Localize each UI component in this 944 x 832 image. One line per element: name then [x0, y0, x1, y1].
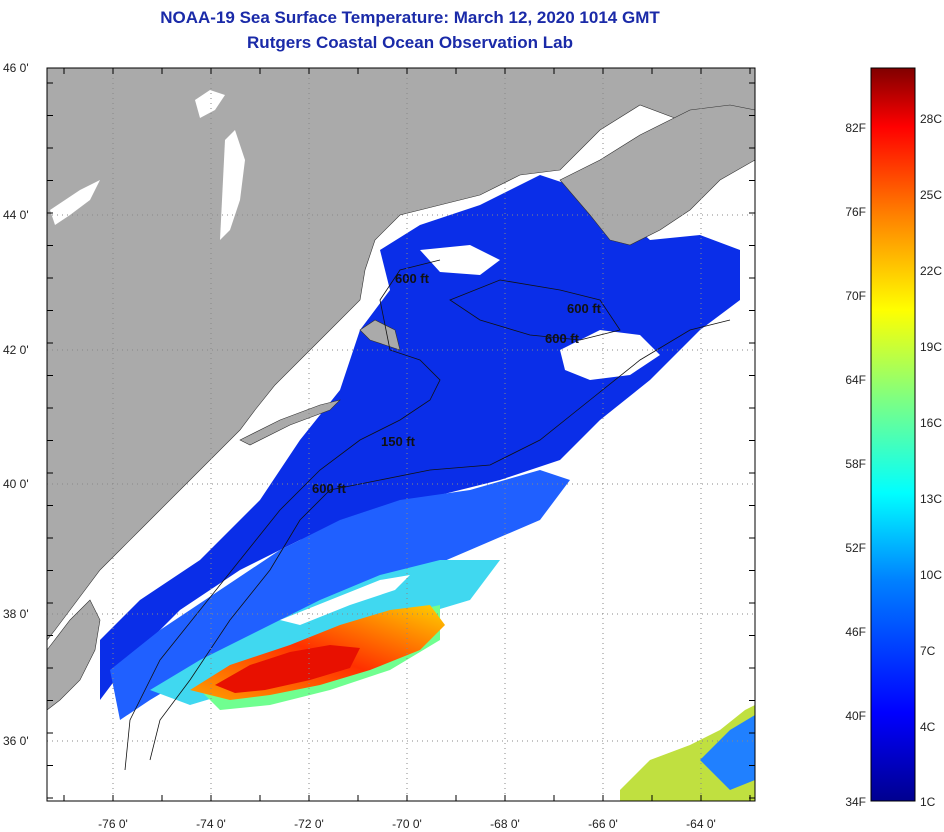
temperature-colorbar: 82F 76F 70F 64F 58F 52F 46F 40F 34F 28C …	[845, 67, 942, 809]
lat-tick-label: 42 0'	[3, 343, 29, 357]
bathymetry-contours	[124, 259, 731, 771]
lon-tick-label: -64 0'	[686, 817, 716, 831]
colorbar-c-label: 4C	[920, 720, 936, 734]
colorbar-f-label: 52F	[845, 541, 866, 555]
contour-label: 600 ft	[545, 331, 580, 346]
cold-water-region	[100, 175, 740, 700]
colorbar-f-label: 64F	[845, 373, 866, 387]
colorbar-c-label: 13C	[920, 492, 942, 506]
colorbar-c-label: 22C	[920, 264, 942, 278]
colorbar-c-label: 19C	[920, 340, 942, 354]
map-frame	[46, 67, 756, 802]
colorbar-f-label: 70F	[845, 289, 866, 303]
lat-tick-label: 36 0'	[3, 734, 29, 748]
lon-tick-label: -70 0'	[392, 817, 422, 831]
colorbar-c-label: 25C	[920, 188, 942, 202]
contour-basin	[449, 279, 621, 341]
colorbar-f-label: 46F	[845, 625, 866, 639]
contour-label: 150 ft	[381, 434, 416, 449]
colorbar-c-label: 10C	[920, 568, 942, 582]
lat-tick-label: 40 0'	[3, 477, 29, 491]
colorbar-c-label: 16C	[920, 416, 942, 430]
colorbar-f-label: 34F	[845, 795, 866, 809]
lon-tick-label: -66 0'	[588, 817, 618, 831]
lon-tick-label: -74 0'	[196, 817, 226, 831]
contour-150ft	[124, 259, 441, 771]
map-subtitle: Rutgers Coastal Ocean Observation Lab	[247, 33, 573, 52]
map-title: NOAA-19 Sea Surface Temperature: March 1…	[160, 8, 660, 27]
lat-tick-label: 46 0'	[3, 61, 29, 75]
lon-tick-label: -76 0'	[98, 817, 128, 831]
contour-label: 600 ft	[312, 481, 347, 496]
colorbar-f-label: 82F	[845, 121, 866, 135]
colorbar-c-label: 7C	[920, 644, 936, 658]
colorbar-c-label: 1C	[920, 795, 936, 809]
colorbar-f-label: 40F	[845, 709, 866, 723]
lake	[220, 130, 245, 240]
cloud-patch	[560, 330, 660, 380]
southeast-blue-patch	[700, 715, 755, 790]
colorbar-f-label: 76F	[845, 205, 866, 219]
sst-map: 600 ft 600 ft 600 ft 150 ft 600 ft 46 0'…	[3, 61, 756, 831]
gulf-stream-hot-core	[215, 645, 360, 693]
colorbar-gradient	[870, 67, 916, 802]
contour-label: 600 ft	[395, 271, 430, 286]
contour-600ft	[149, 319, 731, 761]
colorbar-c-label: 28C	[920, 112, 942, 126]
cloud-patch	[420, 245, 500, 275]
sst-field	[100, 175, 755, 801]
lat-tick-label: 44 0'	[3, 208, 29, 222]
lon-tick-label: -68 0'	[490, 817, 520, 831]
lat-tick-label: 38 0'	[3, 607, 29, 621]
long-island-land	[239, 399, 341, 446]
cloud-streak	[280, 575, 410, 625]
inland-water	[50, 90, 245, 240]
delmarva-land	[46, 599, 101, 711]
lake	[50, 180, 100, 225]
contour-label: 600 ft	[567, 301, 602, 316]
colorbar-f-label: 58F	[845, 457, 866, 471]
nova-scotia-land	[559, 104, 756, 246]
graticule	[47, 68, 755, 801]
tick-marks	[47, 68, 755, 801]
lake	[195, 90, 225, 118]
cape-cod-land	[359, 319, 401, 351]
lon-tick-label: -72 0'	[294, 817, 324, 831]
